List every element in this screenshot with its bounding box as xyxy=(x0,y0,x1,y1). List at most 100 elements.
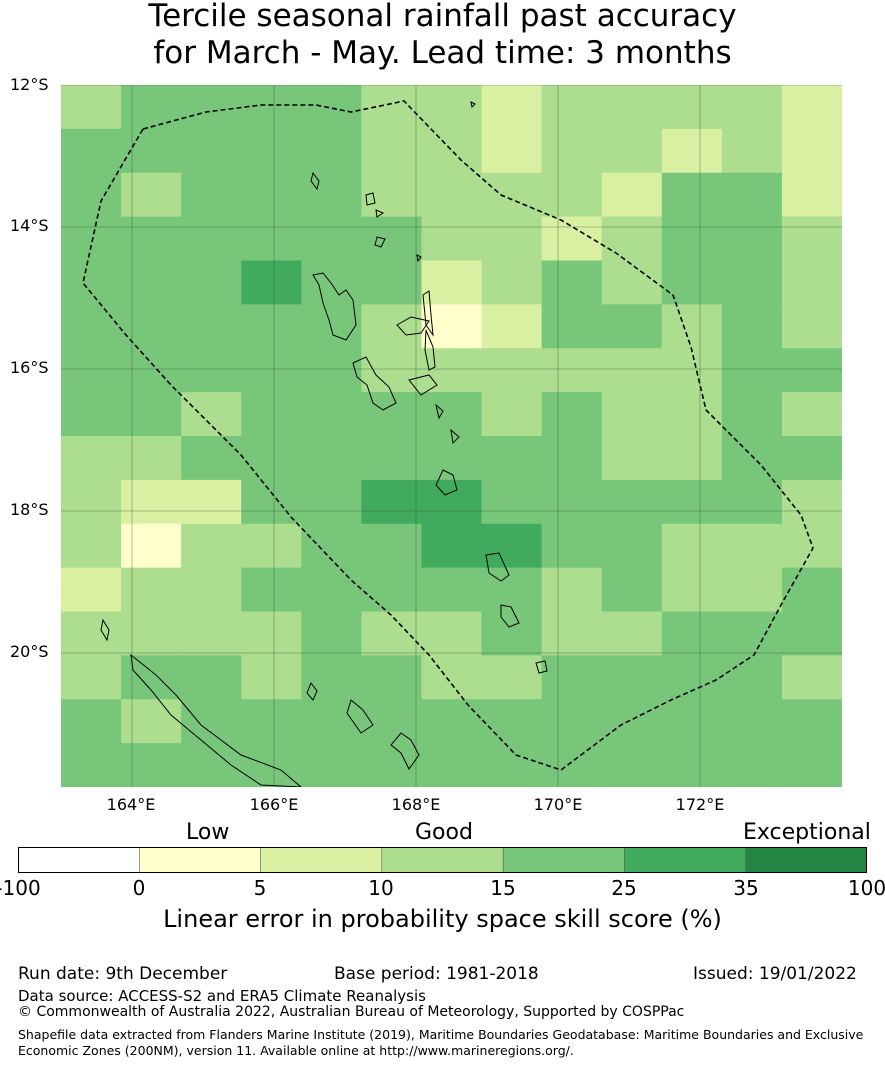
skill-cell xyxy=(421,567,483,613)
skill-cell xyxy=(301,348,362,393)
skill-cell xyxy=(421,128,483,174)
skill-cell xyxy=(421,172,483,218)
skill-cell xyxy=(661,743,723,787)
map-title-line-2: for March - May. Lead time: 3 months xyxy=(153,35,732,71)
skill-cell xyxy=(181,85,242,130)
skill-cell xyxy=(421,85,483,130)
skill-cell xyxy=(601,743,663,787)
skill-cell xyxy=(601,216,663,262)
lon-label-172e: 172°E xyxy=(675,795,725,814)
skill-cell xyxy=(121,348,182,393)
skill-cell xyxy=(541,479,603,525)
skill-cell xyxy=(721,85,783,130)
skill-cell xyxy=(301,523,362,569)
skill-cell xyxy=(301,436,362,481)
skill-cell xyxy=(181,392,242,437)
skill-cell xyxy=(121,304,182,349)
skill-cell xyxy=(781,523,842,569)
colorbar-label: Linear error in probability space skill … xyxy=(163,905,722,933)
skill-cell xyxy=(481,260,543,305)
skill-cell xyxy=(661,699,723,744)
lat-label-20s: 20°S xyxy=(10,642,49,661)
skill-cell xyxy=(301,611,362,656)
skill-cell xyxy=(421,479,483,525)
colorbar-tick: 25 xyxy=(611,876,637,900)
skill-cell xyxy=(601,655,663,700)
skill-cell xyxy=(541,260,603,305)
skill-cell xyxy=(421,348,483,393)
lon-label-164e: 164°E xyxy=(106,795,156,814)
skill-cell xyxy=(301,743,362,787)
skill-cell xyxy=(781,128,842,174)
colorbar-tick: 0 xyxy=(132,876,146,900)
skill-cell xyxy=(121,699,182,744)
skill-cell xyxy=(541,567,603,613)
skill-cell xyxy=(361,392,423,437)
skill-cell xyxy=(421,523,483,569)
skill-cell xyxy=(121,172,182,218)
skill-cell xyxy=(661,128,723,174)
skill-cell xyxy=(121,260,182,305)
skill-cell xyxy=(61,523,122,569)
skill-cell xyxy=(181,172,242,218)
skill-cell xyxy=(601,348,663,393)
skill-cell xyxy=(601,85,663,130)
skill-cell xyxy=(481,172,543,218)
skill-cell xyxy=(781,172,842,218)
skill-cell xyxy=(361,128,423,174)
skill-cell xyxy=(601,523,663,569)
skill-cell xyxy=(781,216,842,262)
colorbar-segment xyxy=(138,847,262,873)
skill-cell xyxy=(481,436,543,481)
skill-cell xyxy=(361,523,423,569)
skill-cell xyxy=(781,479,842,525)
skill-cell xyxy=(721,655,783,700)
skill-map xyxy=(61,85,842,787)
skill-cell xyxy=(541,436,603,481)
skill-cell xyxy=(241,436,302,481)
skill-cell xyxy=(781,392,842,437)
colorbar-segment xyxy=(18,847,141,873)
lat-label-16s: 16°S xyxy=(10,358,49,377)
skill-cell xyxy=(481,85,543,130)
skill-cell xyxy=(361,479,423,525)
skill-cell xyxy=(541,655,603,700)
skill-cell xyxy=(601,128,663,174)
skill-cell xyxy=(541,523,603,569)
skill-cell xyxy=(721,567,783,613)
skill-cell xyxy=(421,436,483,481)
skill-cell xyxy=(181,128,242,174)
skill-cell xyxy=(781,567,842,613)
skill-cell xyxy=(661,392,723,437)
skill-cell xyxy=(721,479,783,525)
skill-cell xyxy=(661,655,723,700)
skill-cell xyxy=(361,260,423,305)
skill-cell xyxy=(61,216,122,262)
skill-cell xyxy=(241,479,302,525)
skill-cell xyxy=(301,85,362,130)
skill-cell xyxy=(721,523,783,569)
skill-cell xyxy=(61,348,122,393)
skill-cell xyxy=(121,655,182,700)
skill-cell xyxy=(241,260,302,305)
skill-cell xyxy=(121,436,182,481)
skill-cell xyxy=(61,392,122,437)
skill-cell xyxy=(721,172,783,218)
skill-cell xyxy=(721,304,783,349)
category-exceptional: Exceptional xyxy=(743,820,871,845)
skill-cell xyxy=(361,85,423,130)
skill-cell xyxy=(601,172,663,218)
skill-cell xyxy=(661,304,723,349)
skill-cell xyxy=(301,479,362,525)
skill-cell xyxy=(661,611,723,656)
skill-cell xyxy=(421,699,483,744)
skill-cell xyxy=(421,743,483,787)
skill-cell xyxy=(601,260,663,305)
run-date: Run date: 9th December xyxy=(18,964,228,984)
skill-cell xyxy=(601,436,663,481)
skill-cell xyxy=(241,523,302,569)
colorbar-segment xyxy=(381,847,504,873)
skill-cell xyxy=(661,260,723,305)
skill-cell xyxy=(241,611,302,656)
skill-cell xyxy=(61,611,122,656)
